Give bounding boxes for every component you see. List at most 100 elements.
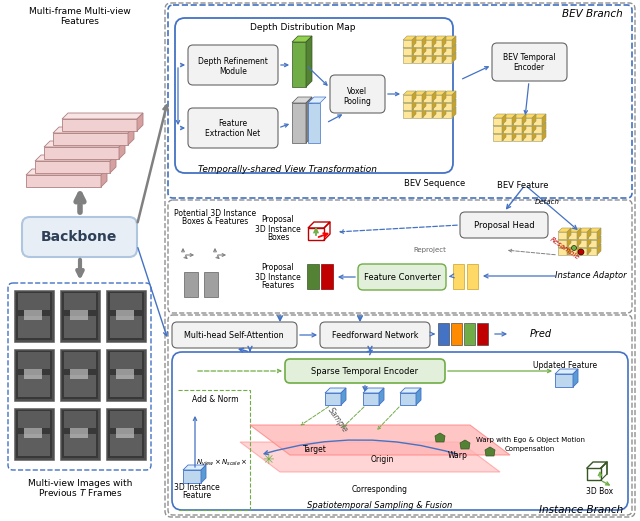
Polygon shape (597, 236, 601, 247)
Polygon shape (533, 126, 542, 133)
Polygon shape (292, 103, 306, 143)
Polygon shape (433, 111, 442, 118)
Text: Compensation: Compensation (505, 446, 555, 452)
Polygon shape (533, 118, 542, 125)
Bar (110, 434, 142, 456)
FancyBboxPatch shape (188, 108, 278, 148)
Polygon shape (413, 44, 426, 48)
Polygon shape (403, 52, 416, 56)
Polygon shape (568, 240, 577, 247)
Text: Instance Branch: Instance Branch (539, 505, 623, 515)
Text: BEV Temporal: BEV Temporal (502, 54, 556, 63)
Polygon shape (250, 425, 510, 455)
Polygon shape (523, 134, 532, 141)
Polygon shape (413, 40, 422, 47)
Polygon shape (101, 169, 107, 187)
Bar (116, 369, 134, 379)
Bar (307, 264, 319, 289)
Polygon shape (443, 56, 452, 63)
Text: Updated Feature: Updated Feature (533, 361, 597, 369)
Polygon shape (403, 40, 412, 47)
Polygon shape (578, 248, 587, 255)
Polygon shape (523, 126, 532, 133)
Polygon shape (578, 240, 587, 247)
Bar (16, 351, 52, 399)
Polygon shape (423, 95, 432, 102)
Bar (108, 410, 144, 458)
Polygon shape (533, 122, 546, 126)
Bar (110, 411, 142, 428)
FancyBboxPatch shape (320, 322, 430, 348)
Text: Resample: Resample (549, 235, 581, 260)
Bar (477, 323, 488, 345)
Polygon shape (442, 91, 446, 102)
Polygon shape (422, 107, 426, 118)
Bar (438, 323, 449, 345)
Polygon shape (432, 44, 436, 55)
Polygon shape (512, 130, 516, 141)
Polygon shape (452, 99, 456, 110)
Text: Features: Features (261, 281, 294, 291)
Polygon shape (183, 465, 206, 470)
Text: Target: Target (303, 445, 327, 454)
Polygon shape (555, 369, 578, 374)
Bar (64, 375, 96, 397)
Polygon shape (588, 228, 601, 232)
Text: Encoder: Encoder (513, 64, 545, 72)
Polygon shape (26, 175, 101, 187)
Polygon shape (502, 114, 506, 125)
Polygon shape (442, 99, 446, 110)
FancyBboxPatch shape (175, 18, 453, 173)
Bar (16, 292, 52, 340)
Polygon shape (502, 122, 506, 133)
Polygon shape (443, 40, 452, 47)
Polygon shape (432, 91, 436, 102)
Polygon shape (542, 130, 546, 141)
Polygon shape (435, 433, 445, 442)
Polygon shape (533, 114, 546, 118)
Polygon shape (443, 36, 456, 40)
Polygon shape (578, 244, 591, 248)
Text: Module: Module (219, 68, 247, 77)
Polygon shape (452, 107, 456, 118)
Text: Boxes: Boxes (267, 233, 289, 242)
Polygon shape (403, 95, 412, 102)
Polygon shape (292, 97, 312, 103)
Text: Multi-head Self-Attention: Multi-head Self-Attention (184, 330, 284, 340)
Text: Multi-frame Multi-view: Multi-frame Multi-view (29, 7, 131, 17)
Bar (16, 410, 52, 458)
Bar (70, 310, 88, 320)
Polygon shape (423, 52, 436, 56)
Polygon shape (413, 36, 426, 40)
Polygon shape (119, 141, 125, 159)
Polygon shape (588, 236, 601, 240)
Polygon shape (568, 232, 577, 239)
Text: Proposal Head: Proposal Head (474, 220, 534, 229)
Bar (451, 323, 462, 345)
Polygon shape (558, 240, 567, 247)
Polygon shape (532, 114, 536, 125)
Polygon shape (512, 114, 516, 125)
Polygon shape (35, 161, 110, 173)
Polygon shape (503, 134, 512, 141)
Polygon shape (413, 95, 422, 102)
Polygon shape (522, 114, 526, 125)
Text: Depth Refinement: Depth Refinement (198, 56, 268, 66)
Polygon shape (512, 122, 516, 133)
Polygon shape (442, 36, 446, 47)
Polygon shape (513, 134, 522, 141)
Bar (110, 352, 142, 369)
FancyBboxPatch shape (285, 359, 445, 383)
Text: Feature Converter: Feature Converter (364, 272, 440, 281)
Polygon shape (412, 44, 416, 55)
Polygon shape (452, 44, 456, 55)
Polygon shape (567, 228, 571, 239)
Bar (184, 272, 198, 297)
Bar (18, 293, 50, 310)
Polygon shape (555, 374, 573, 387)
Polygon shape (423, 107, 436, 111)
Bar (106, 290, 146, 342)
Polygon shape (532, 130, 536, 141)
Text: Voxel: Voxel (347, 86, 367, 95)
Text: Boxes & Features: Boxes & Features (182, 217, 248, 227)
